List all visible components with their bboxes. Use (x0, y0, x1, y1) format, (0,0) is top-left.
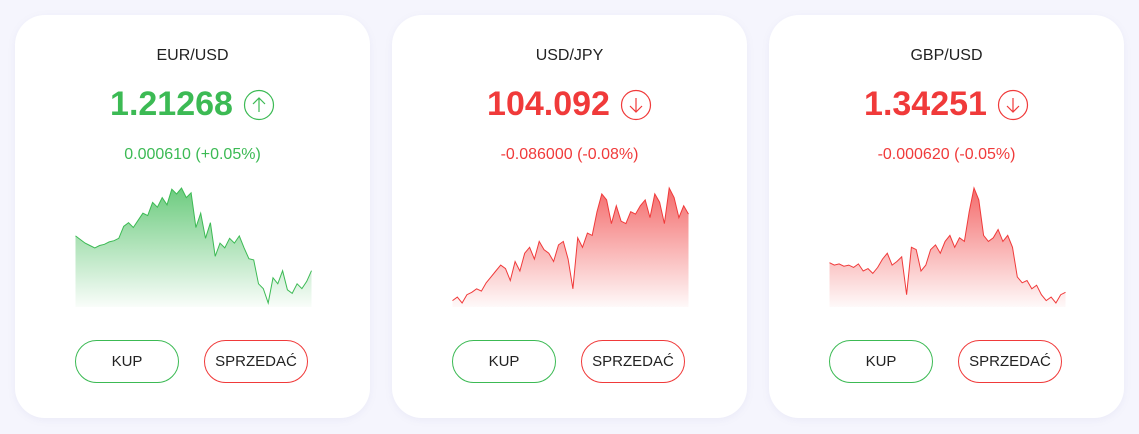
spark-line (75, 187, 312, 305)
icon-circle (997, 89, 1029, 120)
sell-button[interactable]: SPRZEDAĆ (958, 340, 1062, 383)
price-change: -0.086000 (-0.08%) (500, 146, 639, 163)
price-row: 1.34251 (769, 85, 1124, 124)
pair-title: GBP/USD (910, 47, 983, 64)
price: 104.092 (487, 85, 610, 123)
buy-button[interactable]: KUP (452, 340, 556, 383)
spark-area (75, 188, 312, 307)
sparkline (452, 186, 689, 307)
spark-area (829, 188, 1066, 307)
icon-circle (243, 89, 275, 120)
sell-button[interactable]: SPRZEDAĆ (581, 340, 685, 383)
pair-title: USD/JPY (535, 47, 604, 64)
pair-title: EUR/USD (156, 47, 229, 64)
icon-arrow (252, 96, 266, 112)
price-row: 1.21268 (15, 85, 370, 124)
sparkline (75, 187, 312, 307)
price: 1.34251 (864, 85, 987, 123)
sparkline (829, 186, 1066, 307)
ticker-card: GBP/USD 1.34251 -0.000620 (-0.05%) KUP SPRZE… (769, 15, 1124, 418)
sell-button[interactable]: SPRZEDAĆ (204, 340, 308, 383)
spark-area (452, 188, 689, 307)
trend-icon (620, 89, 652, 120)
buy-button[interactable]: KUP (75, 340, 179, 383)
buy-button[interactable]: KUP (829, 340, 933, 383)
trend-icon (243, 89, 275, 120)
spark-line (829, 186, 1066, 304)
price: 1.21268 (110, 85, 233, 123)
spark-line (452, 186, 689, 304)
icon-arrow (629, 97, 643, 113)
icon-circle (620, 89, 652, 120)
ticker-card: EUR/USD 1.21268 0.000610 (+0.05%) KUP SPRZED… (15, 15, 370, 418)
price-change: -0.000620 (-0.05%) (877, 146, 1016, 163)
trend-icon (997, 89, 1029, 120)
ticker-card: USD/JPY 104.092 -0.086000 (-0.08%) KUP SPRZE… (392, 15, 747, 418)
price-row: 104.092 (392, 85, 747, 124)
price-change: 0.000610 (+0.05%) (124, 146, 261, 163)
icon-arrow (1006, 97, 1020, 113)
